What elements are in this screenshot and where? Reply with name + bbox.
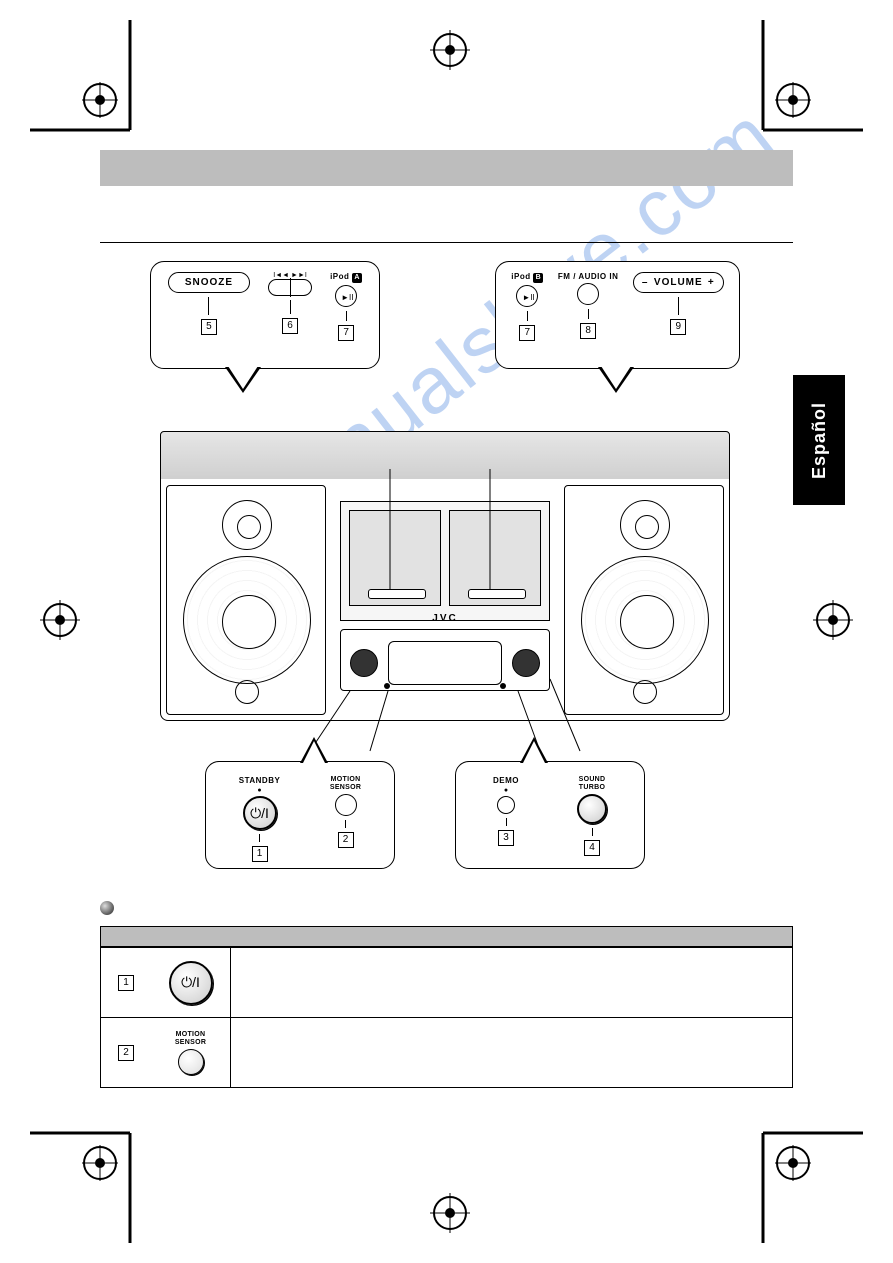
callout-sound-turbo: 4 SOUNDTURBO	[577, 776, 607, 856]
table-row: 1 ⏻/I	[101, 947, 792, 1017]
crop-mark-tr	[743, 20, 863, 140]
section-bullet-icon	[100, 901, 114, 915]
power-button-icon: ⏻/I	[243, 796, 277, 830]
ipod-b-button-icon: ►II	[516, 285, 538, 307]
title-bar	[100, 150, 793, 186]
speaker-right	[564, 485, 724, 715]
port-right	[633, 680, 657, 704]
callout-bottom-right: 3 DEMO ● 4 SOUNDTURBO	[455, 761, 645, 869]
ref-num-7b: 7	[519, 325, 535, 341]
device-top-panel	[160, 431, 730, 481]
language-tab-label: Español	[809, 401, 830, 478]
speaker-left	[166, 485, 326, 715]
dock-area	[340, 501, 550, 621]
tweeter-left	[222, 500, 272, 550]
ipod-b-label: iPod	[511, 272, 530, 281]
callout-tail-br	[520, 737, 548, 763]
skip-pill-icon	[268, 279, 313, 296]
crop-mark-mr	[803, 590, 863, 650]
reference-table: 1 ⏻/I 2 MOTIONSENSOR	[100, 926, 793, 1088]
brand-logo: JVC	[160, 613, 730, 624]
callout-power: 1 STANDBY ● ⏻/I	[239, 776, 281, 862]
volume-label: VOLUME	[654, 277, 703, 288]
callout-top-right: iPod B ►II 7 FM / AUDIO IN 8	[495, 261, 740, 369]
ref-num-3: 3	[498, 830, 514, 846]
dock-slot-b	[449, 510, 541, 606]
ipod-a-badge: A	[352, 273, 362, 283]
demo-dot	[500, 683, 506, 689]
page-content: Español SNOOZE 5 I◄◄ ►►I 6	[100, 150, 793, 1093]
callout-tail-bl	[300, 737, 328, 763]
tweeter-right	[620, 500, 670, 550]
section-divider	[100, 242, 793, 243]
ref-num-1: 1	[252, 846, 268, 862]
table-motion-label: MOTIONSENSOR	[175, 1031, 206, 1047]
callout-top-left: SNOOZE 5 I◄◄ ►►I 6 iPod A ►II	[150, 261, 380, 369]
table-desc-2	[231, 1018, 792, 1087]
demo-button-icon	[497, 796, 515, 814]
callout-motion-sensor: 2 MOTIONSENSOR	[330, 776, 361, 848]
standby-label: STANDBY	[239, 776, 281, 785]
crop-mark-mb	[420, 1183, 480, 1243]
callout-volume: – VOLUME + 9	[633, 272, 724, 335]
table-desc-1	[231, 948, 792, 1017]
volume-pill-icon: – VOLUME +	[633, 272, 724, 293]
ref-num-5: 5	[201, 319, 217, 335]
ref-num-4: 4	[584, 840, 600, 856]
motion-sensor-label: MOTIONSENSOR	[330, 776, 361, 792]
device-diagram: SNOOZE 5 I◄◄ ►►I 6 iPod A ►II	[100, 261, 793, 891]
motion-sensor-button-icon	[335, 794, 357, 816]
table-num-2: 2	[118, 1045, 134, 1061]
ref-num-8: 8	[580, 323, 596, 339]
table-header-row	[101, 927, 792, 947]
ref-num-9: 9	[670, 319, 686, 335]
sound-turbo-label: SOUNDTURBO	[579, 776, 606, 792]
device-illustration: JVC	[160, 431, 730, 721]
ref-num-6: 6	[282, 318, 298, 334]
crop-mark-br	[743, 1123, 863, 1243]
callout-tail-tr	[598, 367, 634, 393]
crop-mark-tl	[30, 20, 150, 140]
ref-num-2: 2	[338, 832, 354, 848]
dock-slot-a	[349, 510, 441, 606]
callout-demo: 3 DEMO ●	[493, 776, 519, 846]
demo-label: DEMO	[493, 776, 519, 785]
callout-tail-tl	[225, 367, 261, 393]
crop-mark-mt	[420, 20, 480, 80]
table-num-1: 1	[118, 975, 134, 991]
ref-num-7a: 7	[338, 325, 354, 341]
ipod-a-button-icon: ►II	[335, 285, 357, 307]
callout-skip: I◄◄ ►►I 6	[268, 272, 313, 334]
callout-bottom-left: 1 STANDBY ● ⏻/I 2 MOTIONSENSOR	[205, 761, 395, 869]
callout-fm-audio: FM / AUDIO IN 8	[558, 272, 618, 339]
crop-mark-bl	[30, 1123, 150, 1243]
callout-snooze: SNOOZE 5	[168, 272, 250, 335]
turbo-knob	[512, 649, 540, 677]
port-left	[235, 680, 259, 704]
table-motion-icon	[178, 1049, 204, 1075]
snooze-button-icon: SNOOZE	[168, 272, 250, 293]
crop-mark-ml	[30, 590, 90, 650]
language-tab: Español	[793, 375, 845, 505]
sound-turbo-button-icon	[577, 794, 607, 824]
ipod-a-label: iPod	[330, 272, 349, 281]
table-power-icon: ⏻/I	[169, 961, 213, 1005]
lcd-display	[388, 641, 502, 685]
fm-audio-button-icon	[577, 283, 599, 305]
table-row: 2 MOTIONSENSOR	[101, 1017, 792, 1087]
power-knob	[350, 649, 378, 677]
fm-audio-label: FM / AUDIO IN	[558, 272, 618, 281]
motion-sensor-dot	[384, 683, 390, 689]
callout-ipod-b: iPod B ►II 7	[511, 272, 543, 341]
callout-ipod-a: iPod A ►II 7	[330, 272, 362, 341]
ipod-b-badge: B	[533, 273, 543, 283]
